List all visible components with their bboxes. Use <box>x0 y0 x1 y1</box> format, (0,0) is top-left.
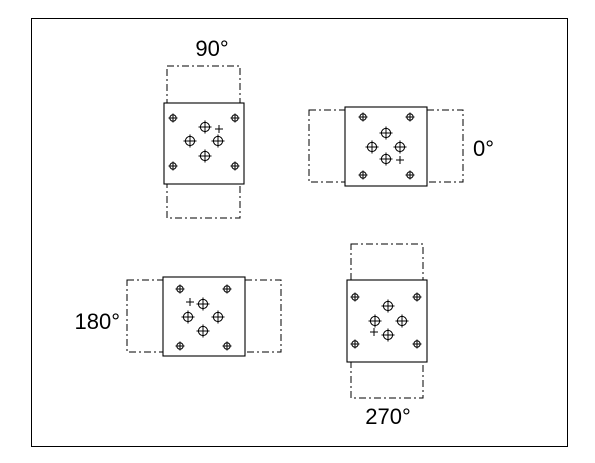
locating-pin <box>186 298 194 306</box>
orientation-label-180: 180° <box>74 309 120 334</box>
bolt-hole <box>168 161 178 171</box>
mounting-pattern <box>168 113 240 171</box>
port-hole <box>211 310 225 324</box>
mounting-pattern <box>350 292 422 349</box>
locating-pin <box>215 125 223 133</box>
valve-body <box>163 102 245 185</box>
port-hole <box>379 126 393 140</box>
solenoid-top-outline <box>350 243 424 281</box>
bolt-hole <box>412 339 422 349</box>
port-hole <box>368 314 382 328</box>
bolt-hole <box>350 339 360 349</box>
mounting-pattern <box>358 112 415 180</box>
bolt-hole <box>230 161 240 171</box>
bolt-hole <box>222 341 232 351</box>
port-hole <box>365 140 379 154</box>
bolt-hole <box>175 284 185 294</box>
mounting-pattern <box>175 284 232 351</box>
locating-pin <box>370 328 378 336</box>
port-hole <box>381 299 395 313</box>
locating-pin <box>396 156 404 164</box>
port-hole <box>196 324 210 338</box>
orientation-label-0: 0° <box>473 136 494 161</box>
port-hole <box>181 310 195 324</box>
bolt-hole <box>350 292 360 302</box>
port-hole <box>183 134 197 148</box>
bolt-hole <box>230 113 240 123</box>
valve-body <box>344 106 428 187</box>
valve-body <box>162 276 246 357</box>
valve-180 <box>126 276 282 357</box>
port-hole <box>211 134 225 148</box>
diagram-frame <box>31 18 568 447</box>
port-hole <box>198 149 212 163</box>
orientation-label-270: 270° <box>365 404 411 429</box>
port-hole <box>198 120 212 134</box>
valve-0 <box>308 106 464 187</box>
port-hole <box>379 152 393 166</box>
port-hole <box>393 140 407 154</box>
bolt-hole <box>405 112 415 122</box>
port-hole <box>196 297 210 311</box>
bolt-hole <box>222 284 232 294</box>
bolt-hole <box>358 112 368 122</box>
bolt-hole <box>405 170 415 180</box>
orientation-label-90: 90° <box>195 36 228 61</box>
valve-body <box>346 279 428 363</box>
bolt-hole <box>358 170 368 180</box>
bolt-hole <box>168 113 178 123</box>
port-hole <box>381 328 395 342</box>
valve-90 <box>163 65 245 219</box>
bolt-hole <box>175 341 185 351</box>
bolt-hole <box>412 292 422 302</box>
port-hole <box>395 314 409 328</box>
valve-270 <box>346 243 428 399</box>
